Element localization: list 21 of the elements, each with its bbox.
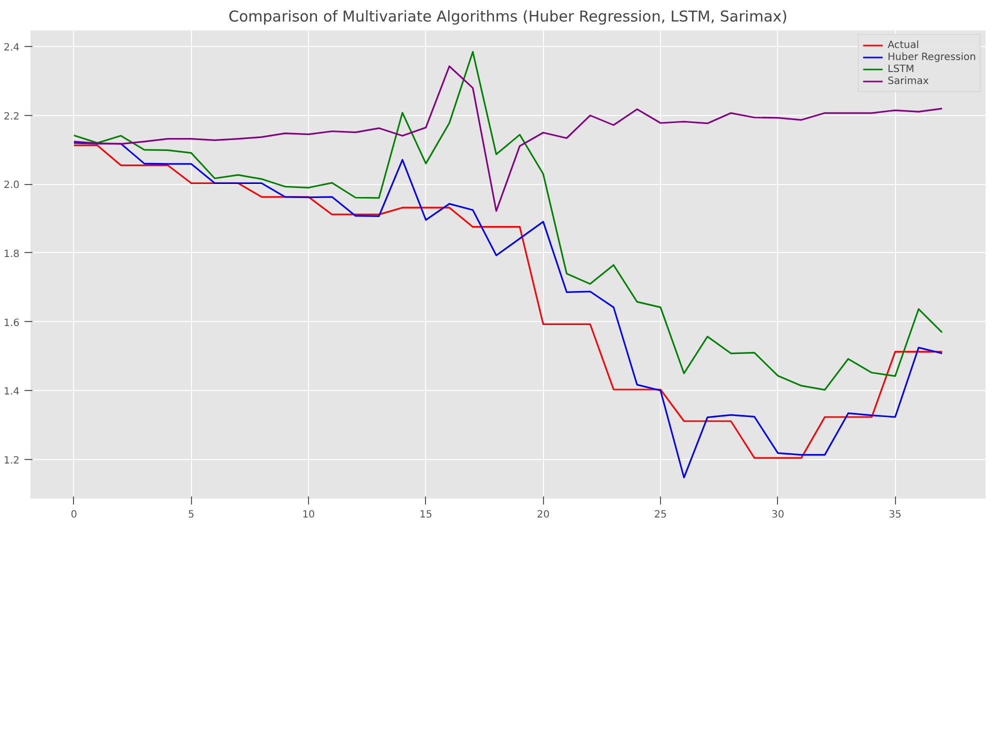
- legend-label: LSTM: [888, 63, 914, 75]
- x-tick-label: 10: [302, 510, 315, 520]
- x-tick-label: 35: [888, 510, 902, 520]
- y-tick-label: 1.4: [4, 386, 20, 398]
- x-tick-label: 0: [70, 510, 78, 520]
- y-tick-label: 2.2: [4, 111, 20, 122]
- y-tick-label: 1.2: [4, 455, 20, 466]
- x-tick-label: 20: [536, 510, 550, 520]
- line-series: [73, 65, 943, 212]
- x-tick-label: 5: [188, 510, 194, 520]
- legend-label: Sarimax: [888, 75, 929, 87]
- x-tick-label: 15: [420, 510, 432, 520]
- legend-label: Huber Regression: [888, 51, 976, 63]
- y-tick-label: 1.8: [4, 248, 20, 260]
- legend-label: Actual: [888, 39, 919, 51]
- y-tick-label: 2.4: [4, 42, 20, 54]
- y-tick-label: 2.0: [4, 180, 20, 192]
- x-tick-label: 25: [654, 510, 667, 520]
- chart-title: Comparison of Multivariate Algorithms (Huber Regression, LSTM, Sarimax): [228, 8, 788, 26]
- x-tick-label: 30: [771, 510, 784, 520]
- y-tick-label: 1.6: [4, 318, 20, 329]
